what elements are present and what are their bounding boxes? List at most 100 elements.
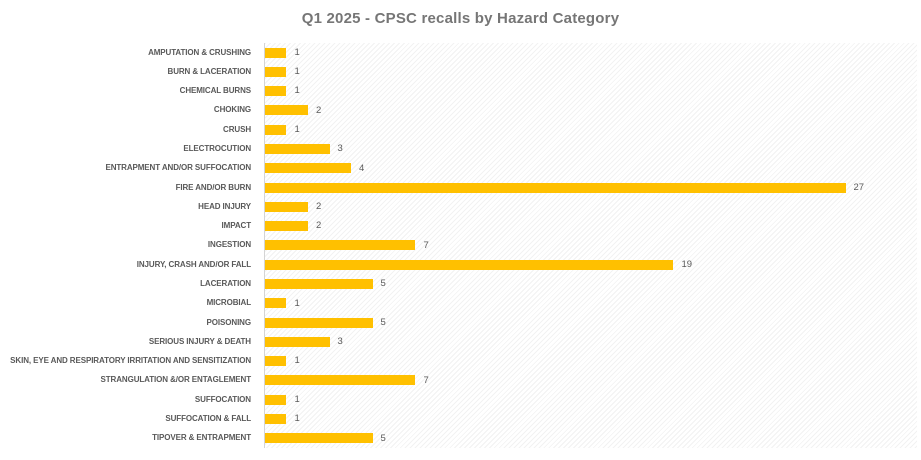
value-label: 5 (380, 316, 386, 328)
value-label: 2 (316, 201, 322, 213)
bar (265, 259, 674, 270)
bar-track: 1 (265, 393, 910, 405)
value-label: 1 (294, 85, 300, 97)
bar (265, 144, 330, 155)
category-label: TIPOVER & ENTRAPMENT (152, 433, 251, 443)
category-label: SUFFOCATION (194, 394, 251, 404)
value-label: 7 (423, 239, 429, 251)
bar-track: 5 (265, 316, 910, 328)
category-label: CRUSH (223, 124, 251, 134)
chart-row: ELECTROCUTION 3 (0, 139, 921, 158)
bar (265, 298, 287, 309)
bar (265, 163, 351, 174)
category-label: SUFFOCATION & FALL (165, 413, 251, 423)
chart-row: TIPOVER & ENTRAPMENT 5 (0, 429, 921, 448)
category-label: STRANGULATION &/OR ENTAGLEMENT (100, 375, 252, 385)
bar-track: 1 (265, 355, 910, 367)
bar-track: 27 (265, 181, 910, 193)
chart-row: CRUSH 1 (0, 120, 921, 139)
category-label: ENTRAPMENT AND/OR SUFFOCATION (105, 163, 251, 173)
bar-track: 5 (265, 432, 910, 444)
chart-row: SUFFOCATION 1 (0, 390, 921, 409)
bar (265, 336, 330, 347)
bar-track: 3 (265, 143, 910, 155)
bar-track: 2 (265, 221, 910, 232)
bar-track: 7 (265, 239, 910, 251)
bar (265, 413, 287, 424)
bar (265, 47, 287, 58)
bar (265, 317, 373, 328)
value-label: 7 (423, 374, 429, 386)
category-label: FIRE AND/OR BURN (175, 182, 252, 192)
chart-row: MICROBIAL 1 (0, 294, 921, 313)
value-label: 2 (316, 104, 322, 116)
bar (265, 279, 373, 290)
chart-row: SUFFOCATION & FALL 1 (0, 409, 921, 428)
category-label: BURN & LACERATION (167, 66, 252, 76)
chart-rows: AMPUTATION & CRUSHING 1 BURN & LACERATION 1… (0, 43, 921, 448)
bar (265, 86, 287, 97)
value-label: 1 (294, 124, 300, 136)
category-label: IMPACT (221, 221, 252, 231)
bar-track: 1 (265, 85, 910, 97)
category-label: POISONING (206, 317, 252, 327)
value-label: 3 (337, 143, 343, 155)
chart-row: POISONING 5 (0, 313, 921, 332)
chart-row: IMPACT 2 (0, 217, 921, 236)
bar (265, 66, 287, 77)
bar (265, 433, 373, 444)
chart-row: BURN & LACERATION 1 (0, 62, 921, 81)
chart-row: INGESTION 7 (0, 236, 921, 255)
category-label: SERIOUS INJURY & DEATH (148, 336, 251, 346)
chart-row: CHEMICAL BURNS 1 (0, 82, 921, 101)
chart-row: CHOKING 2 (0, 101, 921, 120)
bar-track: 1 (265, 66, 910, 78)
chart-row: ENTRAPMENT AND/OR SUFFOCATION 4 (0, 159, 921, 178)
bar-track: 19 (265, 258, 910, 270)
category-label: AMPUTATION & CRUSHING (148, 47, 251, 57)
value-label: 1 (294, 413, 300, 425)
bar (265, 201, 309, 212)
bar-track: 2 (265, 104, 910, 116)
bar (265, 221, 309, 232)
value-label: 1 (294, 355, 300, 367)
bar-track: 2 (265, 201, 910, 213)
bar (265, 394, 287, 405)
category-label: ELECTROCUTION (183, 144, 251, 154)
category-label: LACERATION (200, 279, 251, 289)
category-label: INJURY, CRASH AND/OR FALL (136, 259, 251, 269)
category-label: CHOKING (213, 105, 251, 115)
value-label: 1 (294, 46, 300, 58)
category-label: MICROBIAL (206, 298, 252, 308)
category-label: HEAD INJURY (198, 201, 251, 211)
bar (265, 124, 287, 135)
bar (265, 105, 309, 116)
chart-row: SKIN, EYE AND RESPIRATORY IRRITATION AND… (0, 352, 921, 371)
chart-row: FIRE AND/OR BURN 27 (0, 178, 921, 197)
bar-track: 1 (265, 413, 910, 425)
bar (265, 375, 416, 386)
value-label: 1 (294, 66, 300, 78)
value-label: 27 (853, 181, 865, 193)
value-label: 19 (681, 258, 693, 270)
bar-track: 7 (265, 374, 910, 386)
category-label: CHEMICAL BURNS (179, 86, 251, 96)
bar-track: 5 (265, 278, 910, 290)
value-label: 4 (358, 162, 365, 174)
bar (265, 182, 846, 193)
value-label: 1 (294, 297, 300, 309)
category-label: SKIN, EYE AND RESPIRATORY IRRITATION AND… (10, 356, 251, 366)
category-label: INGESTION (207, 240, 251, 250)
bar-track: 1 (265, 124, 910, 136)
bar (265, 240, 416, 251)
value-label: 5 (380, 278, 386, 290)
chart-row: SERIOUS INJURY & DEATH 3 (0, 332, 921, 351)
bar-track: 3 (265, 336, 910, 347)
bar-track: 1 (265, 297, 910, 309)
bar-track: 4 (265, 162, 910, 174)
value-label: 1 (294, 393, 300, 405)
value-label: 5 (380, 432, 386, 444)
chart-row: INJURY, CRASH AND/OR FALL 19 (0, 255, 921, 274)
chart-title: Q1 2025 - CPSC recalls by Hazard Categor… (301, 10, 620, 27)
